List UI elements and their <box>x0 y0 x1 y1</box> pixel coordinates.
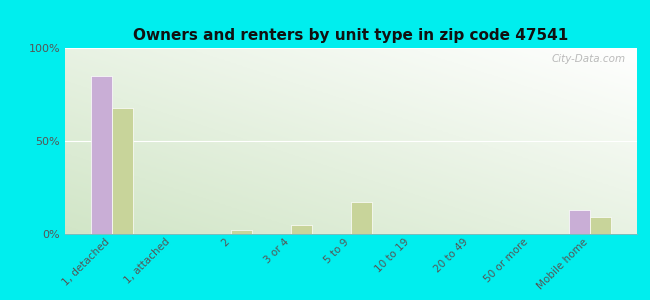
Bar <box>351 202 372 234</box>
Bar <box>112 107 133 234</box>
Bar <box>291 225 312 234</box>
Bar <box>590 217 611 234</box>
Bar <box>231 230 252 234</box>
Bar <box>91 76 112 234</box>
Title: Owners and renters by unit type in zip code 47541: Owners and renters by unit type in zip c… <box>133 28 569 43</box>
Bar <box>569 210 590 234</box>
Text: City-Data.com: City-Data.com <box>551 54 625 64</box>
